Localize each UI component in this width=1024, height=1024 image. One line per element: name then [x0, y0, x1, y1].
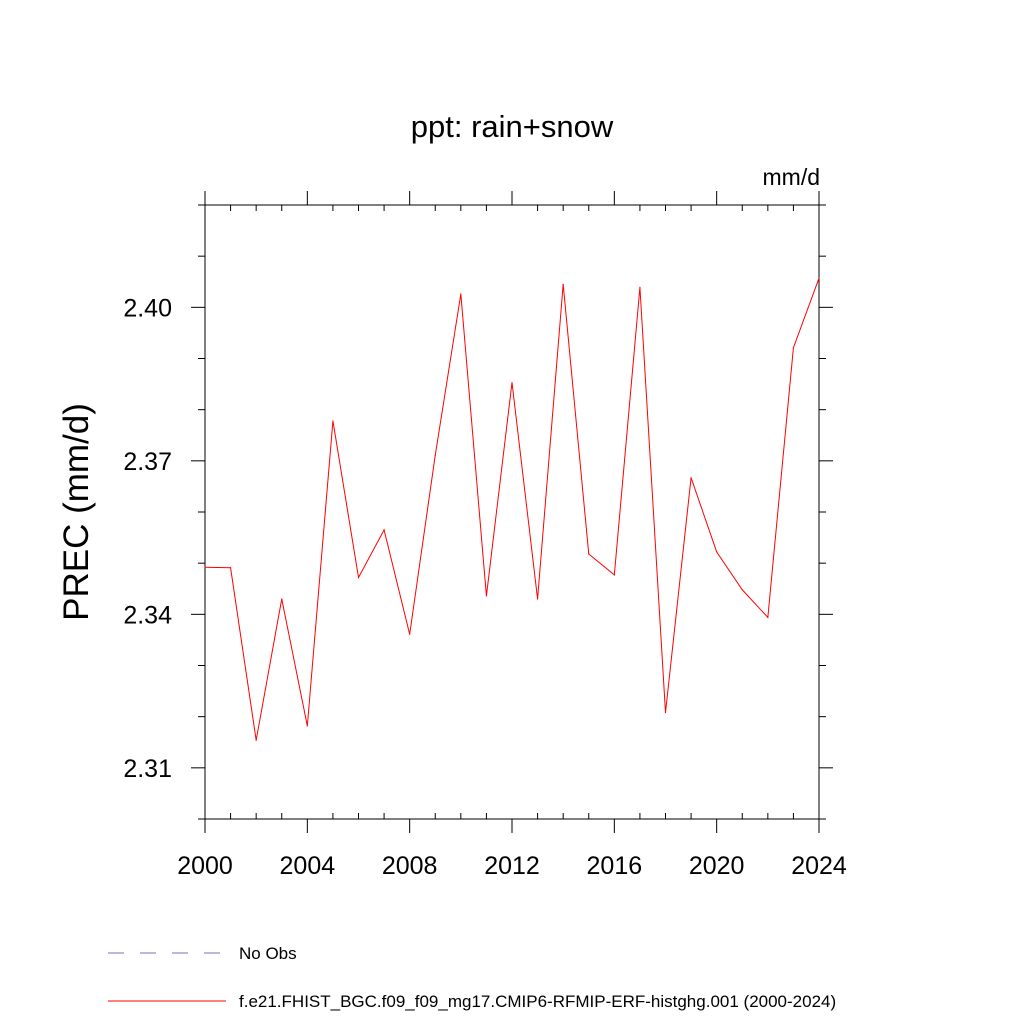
data-point	[409, 633, 411, 635]
legend-label: No Obs	[239, 944, 297, 963]
data-point	[818, 277, 820, 279]
data-point	[281, 598, 283, 600]
data-point	[229, 567, 232, 569]
data-point	[690, 477, 692, 479]
x-tick-label: 2000	[177, 852, 233, 880]
data-point	[741, 589, 743, 591]
data-point	[588, 553, 590, 555]
x-tick-label: 2004	[280, 852, 336, 880]
data-point	[460, 293, 462, 295]
x-tick-label: 2020	[689, 852, 745, 880]
series-line	[204, 277, 820, 741]
data-point	[485, 595, 488, 597]
data-point	[536, 598, 539, 600]
y-tick-label: 2.31	[123, 755, 172, 783]
data-point	[434, 454, 436, 456]
data-point	[664, 711, 667, 714]
tick-marks	[191, 191, 833, 833]
y-tick-label: 2.37	[123, 448, 172, 476]
data-point	[639, 286, 641, 288]
data-point	[357, 576, 360, 579]
data-point	[562, 283, 564, 285]
data-point	[613, 574, 615, 576]
plot-frame	[204, 204, 820, 820]
data-point	[332, 420, 334, 422]
y-tick-label: 2.34	[123, 601, 172, 629]
data-point	[383, 529, 385, 531]
x-tick-label: 2024	[791, 852, 847, 880]
data-point	[204, 566, 206, 568]
x-tick-label: 2008	[382, 852, 438, 880]
x-tick-label: 2016	[587, 852, 643, 880]
chart-title: ppt: rain+snow	[411, 109, 614, 144]
data-point	[255, 739, 257, 741]
data-point	[511, 381, 513, 384]
data-point	[767, 616, 769, 619]
units-label: mm/d	[763, 164, 821, 190]
legend: No Obs f.e21.FHIST_BGC.f09_f09_mg17.CMIP6…	[108, 944, 836, 1011]
series-lines	[204, 277, 820, 741]
y-tick-label: 2.40	[123, 294, 172, 322]
data-point	[792, 347, 795, 349]
data-point	[306, 725, 308, 727]
tick-labels: 2000 2004 2008 2012 2016 2020 2024 2.31 2.34 2.37…	[123, 294, 847, 880]
legend-label: f.e21.FHIST_BGC.f09_f09_mg17.CMIP6-RFMIP…	[239, 992, 836, 1011]
data-point	[716, 551, 718, 553]
y-axis-label: PREC (mm/d)	[57, 403, 96, 621]
x-tick-label: 2012	[484, 852, 540, 880]
